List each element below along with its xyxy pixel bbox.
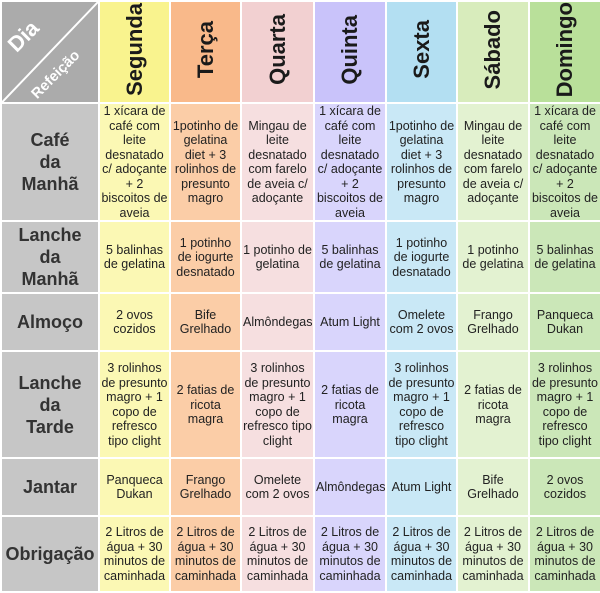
corner-day-label: Dia [2,15,44,57]
meal-row: Lanche da Tarde 3 rolinhos de presunto ma… [0,350,600,460]
day-header-3: Quinta [313,0,387,105]
meal-cell: 2 Litros de água + 30 minutos de caminha… [240,515,315,593]
meal-cell: 5 balinhas de gelatina [313,220,387,295]
meal-cell: 3 rolinhos de presunto magro + 1 copo de… [98,350,171,460]
meal-cell: 1 potinho de iogurte desnatado [169,220,242,295]
meal-row: Jantar Panqueca Dukan Frango Grelhado Omele… [0,457,600,518]
meal-label: Almoço [0,292,100,353]
meal-cell: Mingau de leite desnatado com farelo de … [456,102,530,223]
meal-cell: Bife Grelhado [169,292,242,353]
meal-cell: 5 balinhas de gelatina [528,220,600,295]
meal-cell: 2 Litros de água + 30 minutos de caminha… [313,515,387,593]
day-header-5: Sábado [456,0,530,105]
meal-cell: Atum Light [385,457,458,518]
corner-header: Dia Refeição [0,0,100,105]
day-label: Terça [192,21,218,79]
meal-cell: 2 Litros de água + 30 minutos de caminha… [456,515,530,593]
meal-row: Obrigação 2 Litros de água + 30 minutos d… [0,515,600,593]
meal-cell: 2 Litros de água + 30 minutos de caminha… [528,515,600,593]
meal-cell: Mingau de leite desnatado com farelo de … [240,102,315,223]
meal-cell: 2 ovos cozidos [528,457,600,518]
day-header-0: Segunda [98,0,171,105]
meal-cell: 1 xícara de café com leite desnatado c/ … [313,102,387,223]
day-label: Quinta [337,14,362,85]
meal-cell: 2 fatias de ricota magra [313,350,387,460]
meal-label: Jantar [0,457,100,518]
day-header-1: Terça [169,0,242,105]
meal-cell: Bife Grelhado [456,457,530,518]
meal-rows: Café da Manhã 1 xícara de café com leite … [0,102,600,593]
day-header-4: Sexta [385,0,458,105]
meal-cell: 1potinho de gelatina diet + 3 rolinhos d… [169,102,242,223]
meal-label: Café da Manhã [0,102,100,223]
meal-cell: 5 balinhas de gelatina [98,220,171,295]
meal-cell: 1 potinho de gelatina [240,220,315,295]
meal-row: Café da Manhã 1 xícara de café com leite … [0,102,600,223]
meal-cell: 1potinho de gelatina diet + 3 rolinhos d… [385,102,458,223]
meal-cell: Omelete com 2 ovos [240,457,315,518]
meal-cell: Omelete com 2 ovos [385,292,458,353]
day-label: Quarta [264,14,290,86]
day-header-6: Domingo [528,0,600,105]
meal-cell: Atum Light [313,292,387,353]
corner-diagonal: Dia Refeição [2,3,97,102]
day-label: Domingo [552,2,577,98]
meal-cell: 2 fatias de ricota magra [456,350,530,460]
meal-row: Almoço 2 ovos cozidos Bife Grelhado Almônde… [0,292,600,353]
meal-cell: Almôndegas [240,292,315,353]
meal-cell: Almôndegas [313,457,387,518]
meal-cell: Frango Grelhado [456,292,530,353]
meal-cell: 3 rolinhos de presunto magro + 1 copo de… [528,350,600,460]
meal-cell: 1 xícara de café com leite desnatado c/ … [528,102,600,223]
meal-cell: 2 fatias de ricota magra [169,350,242,460]
meal-cell: 2 Litros de água + 30 minutos de caminha… [385,515,458,593]
meal-cell: 1 potinho de iogurte desnatado [385,220,458,295]
meal-cell: 1 potinho de gelatina [456,220,530,295]
meal-cell: 2 Litros de água + 30 minutos de caminha… [98,515,171,593]
day-label: Sexta [408,20,434,80]
meal-cell: 2 ovos cozidos [98,292,171,353]
meal-cell: Frango Grelhado [169,457,242,518]
day-header-2: Quarta [240,0,315,105]
meal-cell: 3 rolinhos de presunto magro + 1 copo de… [240,350,315,460]
day-label: Segunda [121,3,147,97]
meal-cell: 2 Litros de água + 30 minutos de caminha… [169,515,242,593]
meal-row: Lanche da Manhã 5 balinhas de gelatina 1 p… [0,220,600,295]
meal-label: Obrigação [0,515,100,593]
meal-label: Lanche da Manhã [0,220,100,295]
corner-meal-label: Refeição [29,47,84,102]
meal-cell: Panqueca Dukan [528,292,600,353]
meal-cell: 1 xícara de café com leite desnatado c/ … [98,102,171,223]
meal-label: Lanche da Tarde [0,350,100,460]
day-header-row: Dia Refeição Segunda Terça Quarta Quinta Sex… [0,0,600,105]
meal-cell: 3 rolinhos de presunto magro + 1 copo de… [385,350,458,460]
day-label: Sábado [480,9,505,90]
meal-cell: Panqueca Dukan [98,457,171,518]
